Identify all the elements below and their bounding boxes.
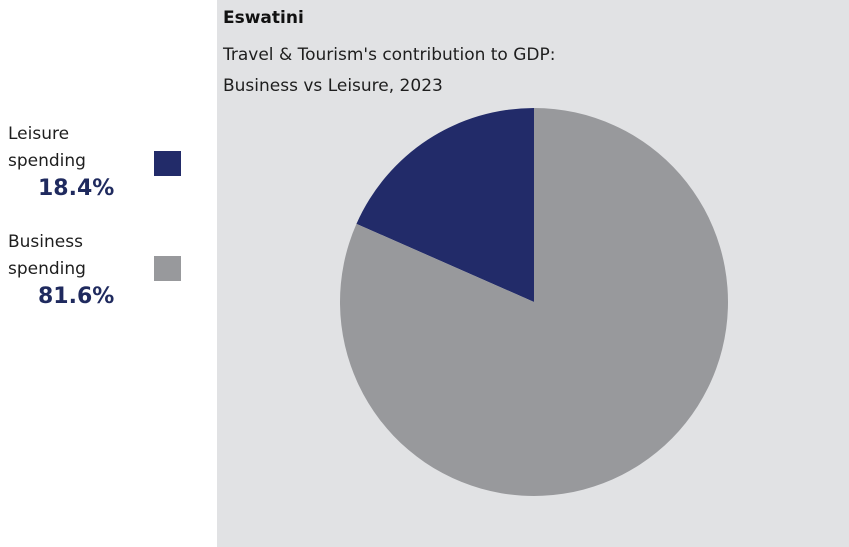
legend-value-business: 81.6% [38,284,115,309]
pie-slice-business [340,108,728,496]
legend-item-business: Business spending 81.6% [8,229,198,311]
pie-slice-leisure [356,107,534,302]
legend-item-leisure: Leisure spending 18.4% [8,121,198,203]
pie-chart [340,107,728,496]
chart-legend: Leisure spending 18.4% Business spending… [0,0,200,547]
legend-label-business: Business spending [8,229,118,283]
chart-title: Eswatini [223,8,304,28]
chart-subtitle: Travel & Tourism's contribution to GDP: … [223,40,783,102]
legend-swatch-business [154,256,181,281]
legend-label-line: spending [8,151,86,171]
legend-value-leisure: 18.4% [38,176,115,201]
chart-panel: Eswatini Travel & Tourism's contribution… [217,0,849,547]
chart-subtitle-line: Travel & Tourism's contribution to GDP: [223,45,556,65]
chart-subtitle-line: Business vs Leisure, 2023 [223,76,443,96]
legend-label-line: spending [8,259,86,279]
legend-swatch-leisure [154,151,181,176]
legend-label-line: Business [8,232,83,252]
legend-label-line: Leisure [8,124,70,144]
legend-label-leisure: Leisure spending [8,121,118,175]
